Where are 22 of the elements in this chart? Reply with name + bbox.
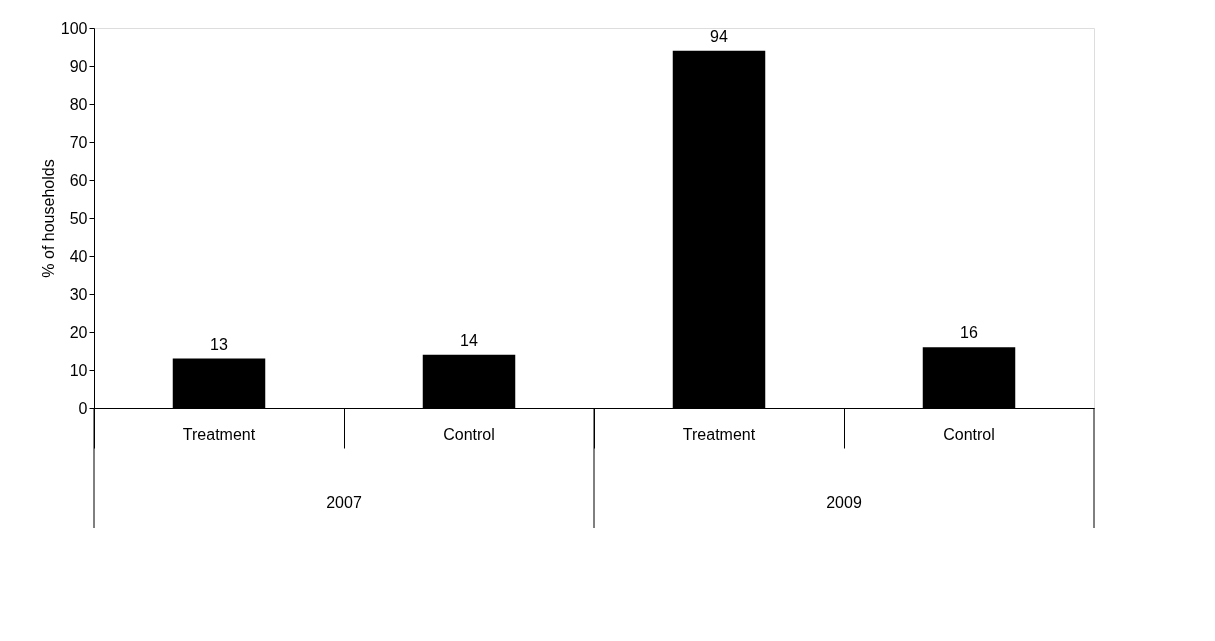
x-tick-label: Treatment: [682, 425, 756, 443]
y-tick-label: 80: [69, 95, 88, 113]
x-tick-label: Control: [943, 425, 995, 443]
y-tick-label: 100: [60, 19, 88, 37]
text: 2007: [326, 494, 362, 511]
y-tick-label: 40: [69, 247, 88, 265]
data-label: 16: [960, 324, 978, 342]
y-tick-label: 90: [69, 57, 88, 75]
y-tick-label: 0: [78, 399, 88, 417]
x-tick-label: Treatment: [182, 425, 256, 443]
y-tick-label: 50: [69, 209, 88, 227]
y-tick-label: 60: [69, 171, 88, 189]
y-tick-label: 70: [69, 133, 88, 151]
data-label: 13: [210, 335, 228, 353]
data-label: 94: [710, 27, 728, 45]
y-axis-title: % of households: [39, 159, 57, 278]
text: 2009: [826, 494, 862, 511]
y-tick-label: 10: [69, 361, 88, 379]
data-label: 14: [460, 331, 478, 349]
x-tick-label: Control: [443, 425, 495, 443]
y-tick-label: 30: [69, 285, 88, 303]
y-tick-label: 20: [69, 323, 88, 341]
